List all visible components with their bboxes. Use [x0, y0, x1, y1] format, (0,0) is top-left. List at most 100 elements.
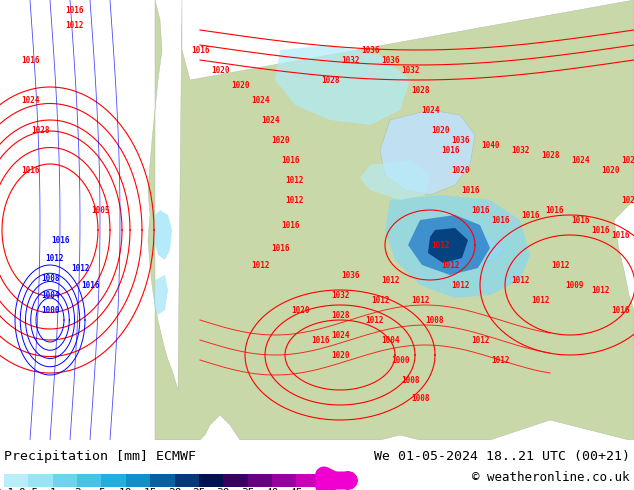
Text: 1016: 1016 — [21, 166, 39, 174]
Polygon shape — [430, 235, 505, 265]
Text: 1016: 1016 — [611, 305, 630, 315]
Text: 1028: 1028 — [411, 85, 429, 95]
Text: 1012: 1012 — [471, 336, 489, 344]
Text: 1004: 1004 — [381, 336, 399, 344]
Text: 1020: 1020 — [231, 80, 249, 90]
Text: 1008: 1008 — [41, 273, 59, 283]
Polygon shape — [148, 0, 634, 440]
Text: 2: 2 — [74, 488, 81, 490]
Text: 1020: 1020 — [331, 350, 349, 360]
Bar — [296, 474, 321, 487]
Text: 1020: 1020 — [601, 166, 619, 174]
Text: 1000: 1000 — [41, 305, 59, 315]
Text: 1028: 1028 — [31, 125, 49, 134]
Text: 1024: 1024 — [571, 155, 589, 165]
Text: 1024: 1024 — [21, 96, 39, 104]
Polygon shape — [360, 160, 430, 200]
Polygon shape — [154, 210, 172, 260]
Text: 1032: 1032 — [401, 66, 419, 74]
Text: 1012: 1012 — [286, 196, 304, 204]
Text: 25: 25 — [192, 488, 205, 490]
Text: 1032: 1032 — [511, 146, 529, 154]
Text: 1012: 1012 — [491, 356, 509, 365]
Text: 1005: 1005 — [91, 205, 109, 215]
Text: 1020: 1020 — [430, 125, 450, 134]
Text: 1: 1 — [49, 488, 56, 490]
Text: 1012: 1012 — [366, 316, 384, 324]
Bar — [150, 474, 174, 487]
Text: 35: 35 — [241, 488, 254, 490]
Text: 1012: 1012 — [251, 261, 269, 270]
Text: 1020: 1020 — [621, 155, 634, 165]
Text: 1016: 1016 — [81, 280, 100, 290]
Polygon shape — [428, 228, 468, 263]
Polygon shape — [408, 215, 490, 275]
Text: 1024: 1024 — [421, 105, 439, 115]
Text: 10: 10 — [119, 488, 133, 490]
Text: 1032: 1032 — [340, 55, 359, 65]
Text: 1012: 1012 — [430, 241, 450, 249]
Text: 1016: 1016 — [591, 225, 609, 235]
Text: 1012: 1012 — [531, 295, 549, 304]
Text: 1036: 1036 — [361, 46, 379, 54]
Text: 1012: 1012 — [71, 264, 89, 272]
Text: 1028: 1028 — [321, 75, 339, 84]
Polygon shape — [380, 110, 475, 195]
Text: 1016: 1016 — [611, 230, 630, 240]
Text: Precipitation [mm] ECMWF: Precipitation [mm] ECMWF — [4, 450, 196, 463]
Text: 15: 15 — [143, 488, 157, 490]
Polygon shape — [385, 195, 530, 298]
Bar — [223, 474, 247, 487]
Text: 1016: 1016 — [491, 216, 509, 224]
Text: 1016: 1016 — [21, 55, 39, 65]
Text: 1004: 1004 — [41, 291, 59, 299]
Text: 1012: 1012 — [371, 295, 389, 304]
Text: 1012: 1012 — [286, 175, 304, 185]
Bar — [126, 474, 150, 487]
Text: 1032: 1032 — [331, 291, 349, 299]
Text: We 01-05-2024 18..21 UTC (00+21): We 01-05-2024 18..21 UTC (00+21) — [374, 450, 630, 463]
Text: 1040: 1040 — [481, 141, 499, 149]
Text: 1012: 1012 — [411, 295, 429, 304]
Text: 1008: 1008 — [401, 375, 419, 385]
Text: 1020: 1020 — [271, 136, 289, 145]
Polygon shape — [345, 474, 357, 487]
Text: 1016: 1016 — [271, 244, 289, 252]
Text: 40: 40 — [265, 488, 279, 490]
Text: 50: 50 — [314, 488, 327, 490]
Text: 1016: 1016 — [461, 186, 479, 195]
Text: © weatheronline.co.uk: © weatheronline.co.uk — [472, 471, 630, 484]
Text: 1008: 1008 — [426, 316, 444, 324]
Text: 1012: 1012 — [441, 261, 459, 270]
Text: 1012: 1012 — [591, 286, 609, 294]
Text: 1024: 1024 — [251, 96, 269, 104]
Bar — [199, 474, 223, 487]
Text: 1012: 1012 — [66, 21, 84, 29]
Text: 1016: 1016 — [441, 146, 459, 154]
Text: 1012: 1012 — [451, 280, 469, 290]
Text: 1036: 1036 — [451, 136, 469, 145]
Text: 1016: 1016 — [191, 46, 209, 54]
Text: 1036: 1036 — [340, 270, 359, 279]
Text: 1020: 1020 — [291, 305, 309, 315]
Text: 1012: 1012 — [551, 261, 569, 270]
Bar — [29, 474, 53, 487]
Text: 1012: 1012 — [381, 275, 399, 285]
Bar — [4, 474, 29, 487]
Bar — [272, 474, 296, 487]
Text: 1012: 1012 — [511, 275, 529, 285]
Text: 0.5: 0.5 — [18, 488, 39, 490]
Text: 1009: 1009 — [566, 280, 585, 290]
Text: 1008: 1008 — [411, 393, 429, 402]
Text: 1028: 1028 — [331, 311, 349, 319]
Text: 1028: 1028 — [541, 150, 559, 160]
Text: 45: 45 — [290, 488, 303, 490]
Bar — [174, 474, 199, 487]
Text: 1024: 1024 — [261, 116, 279, 124]
Text: 1016: 1016 — [311, 336, 329, 344]
Bar — [77, 474, 101, 487]
Text: 1000: 1000 — [391, 356, 410, 365]
Text: 0.1: 0.1 — [0, 488, 14, 490]
Text: 1012: 1012 — [46, 253, 64, 263]
Text: 5: 5 — [98, 488, 105, 490]
